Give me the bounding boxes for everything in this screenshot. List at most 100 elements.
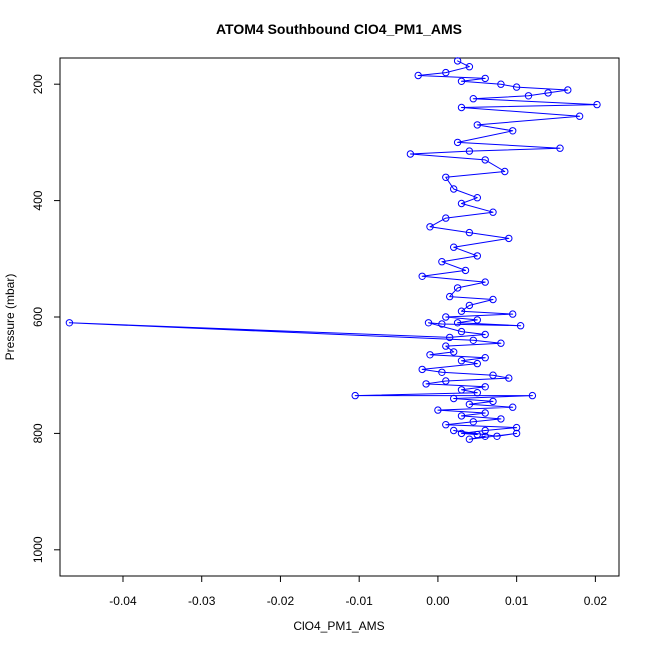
data-point xyxy=(457,199,466,208)
data-point xyxy=(473,430,481,439)
data-point xyxy=(481,74,489,83)
data-point xyxy=(481,330,489,339)
data-point xyxy=(512,83,521,91)
data-point xyxy=(457,429,466,438)
data-point xyxy=(481,354,489,362)
data-point xyxy=(481,426,489,435)
y-tick-label: 400 xyxy=(31,190,45,210)
data-point xyxy=(473,252,481,260)
data-point xyxy=(461,266,470,275)
data-point xyxy=(509,310,517,318)
y-tick-label: 200 xyxy=(31,74,45,94)
data-point xyxy=(544,89,552,97)
data-point xyxy=(450,243,458,251)
data-point xyxy=(438,320,446,328)
data-point xyxy=(505,374,513,382)
data-point xyxy=(418,365,426,374)
data-point xyxy=(481,383,489,391)
data-point xyxy=(450,348,458,356)
data-point xyxy=(438,258,446,266)
x-tick-label: -0.04 xyxy=(109,594,137,608)
data-point xyxy=(453,138,462,147)
data-point xyxy=(446,292,454,301)
x-tick-label: 0.02 xyxy=(584,594,608,608)
data-point xyxy=(465,435,474,443)
data-point xyxy=(575,112,584,120)
data-point xyxy=(450,185,458,193)
data-point xyxy=(481,432,489,440)
data-point xyxy=(481,156,489,164)
x-axis: -0.04 -0.03 -0.02 -0.01 0.00 0.01 0.02 xyxy=(109,575,608,608)
data-point xyxy=(497,339,505,347)
data-point xyxy=(465,400,474,408)
data-point xyxy=(426,223,434,231)
data-point xyxy=(438,368,446,376)
data-point xyxy=(465,228,474,237)
data-point xyxy=(450,426,458,435)
x-tick-label: -0.01 xyxy=(346,594,374,608)
data-point xyxy=(469,418,477,426)
data-point xyxy=(424,319,433,327)
data-point xyxy=(453,284,462,292)
data-point xyxy=(434,406,442,414)
data-point xyxy=(469,95,477,103)
chart-title: ATOM4 Southbound ClO4_PM1_AMS xyxy=(216,21,462,37)
data-point xyxy=(489,295,497,304)
data-point xyxy=(65,319,74,327)
y-axis-title: Pressure (mbar) xyxy=(3,274,17,361)
data-point xyxy=(473,194,481,202)
data-point xyxy=(493,432,501,440)
data-point xyxy=(509,127,517,135)
y-tick-label: 800 xyxy=(31,423,45,443)
data-point xyxy=(489,208,497,216)
data-point xyxy=(446,333,454,342)
y-tick-label: 1000 xyxy=(31,536,45,563)
series-line xyxy=(68,60,598,440)
data-point xyxy=(516,322,525,330)
data-point xyxy=(501,167,509,176)
data-point xyxy=(465,62,474,71)
data-point xyxy=(457,386,466,394)
plot-frame xyxy=(59,57,620,577)
data-point xyxy=(489,371,497,379)
data-point xyxy=(442,342,450,350)
data-point xyxy=(457,327,466,336)
series-layer xyxy=(65,57,601,443)
data-point xyxy=(414,71,422,80)
data-point xyxy=(442,421,450,429)
data-point xyxy=(473,121,481,129)
y-axis: 200 400 600 800 1000 xyxy=(31,74,61,563)
x-tick-label: -0.03 xyxy=(188,594,216,608)
data-point xyxy=(442,68,450,77)
data-point xyxy=(426,351,434,359)
data-point xyxy=(469,336,477,344)
data-point xyxy=(465,301,474,310)
data-point xyxy=(505,234,513,243)
data-point xyxy=(512,429,521,438)
data-point xyxy=(442,214,450,222)
x-tick-label: 0.00 xyxy=(426,594,450,608)
data-point xyxy=(556,144,564,152)
data-point xyxy=(473,359,481,368)
data-point xyxy=(457,412,466,420)
data-point xyxy=(418,272,426,280)
data-point xyxy=(453,57,462,65)
data-point xyxy=(351,391,359,400)
data-point xyxy=(457,307,466,315)
data-point xyxy=(457,103,466,112)
data-point xyxy=(481,278,489,286)
data-point xyxy=(473,389,481,397)
data-point xyxy=(593,100,601,109)
x-tick-label: -0.02 xyxy=(267,594,295,608)
data-point xyxy=(442,313,450,321)
data-point xyxy=(422,380,430,388)
y-tick-label: 600 xyxy=(31,307,45,327)
data-point xyxy=(497,415,505,423)
data-point xyxy=(489,397,497,406)
data-point xyxy=(457,357,466,365)
data-point xyxy=(442,377,450,385)
data-point xyxy=(406,150,415,158)
data-point xyxy=(450,394,458,403)
x-axis-title: ClO4_PM1_AMS xyxy=(293,619,384,633)
